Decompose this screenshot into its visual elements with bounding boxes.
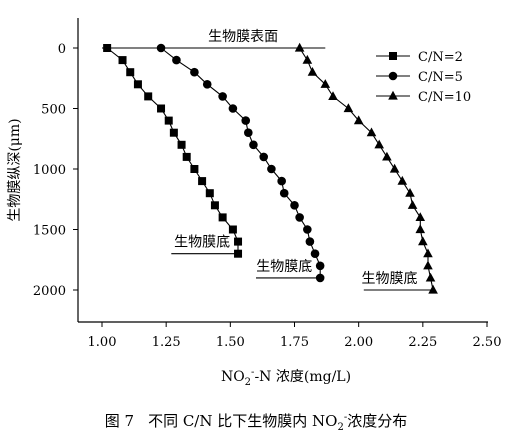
- x-axis-ticks: 1.00 1.25 1.50 1.75 2.00 2.25 2.50: [88, 322, 502, 350]
- legend-marker-circle: [388, 71, 398, 81]
- data-point-triangle: [428, 284, 438, 294]
- data-point-triangle: [307, 67, 318, 76]
- annotation-label: 生物膜底: [361, 271, 417, 287]
- data-point-square: [234, 237, 243, 246]
- data-point-square: [182, 152, 191, 161]
- annotation-label: 生物膜底: [174, 235, 230, 251]
- data-point-circle: [305, 237, 315, 246]
- data-point-triangle: [407, 200, 418, 209]
- data-point-triangle: [418, 236, 428, 246]
- legend-marker-triangle: [388, 90, 398, 100]
- data-point-triangle: [366, 127, 377, 137]
- data-point-circle: [241, 116, 251, 125]
- series-markers: [103, 42, 438, 294]
- data-point-square: [144, 92, 153, 101]
- legend-marker-square: [389, 52, 397, 60]
- y-tick-label: 0: [58, 42, 66, 57]
- data-point-circle: [249, 140, 258, 150]
- data-point-circle: [156, 43, 166, 53]
- annotation-label: 生物膜表面: [208, 29, 278, 45]
- data-point-circle: [279, 188, 289, 198]
- data-point-circle: [172, 55, 181, 65]
- data-point-triangle: [320, 79, 331, 88]
- x-tick-label: 1.50: [216, 335, 245, 350]
- data-point-triangle: [353, 115, 364, 125]
- data-point-square: [228, 225, 237, 234]
- data-point-square: [210, 201, 219, 210]
- data-point-circle: [310, 249, 320, 258]
- data-point-square: [198, 177, 207, 186]
- y-tick-label: 1000: [33, 163, 66, 178]
- annotation-lines: [102, 47, 434, 291]
- data-point-circle: [315, 261, 325, 271]
- data-point-triangle: [328, 91, 338, 100]
- plot-frame: [77, 18, 488, 323]
- data-point-square: [234, 249, 243, 258]
- x-tick-label: 2.50: [473, 335, 502, 350]
- data-point-triangle: [425, 272, 436, 282]
- data-point-triangle: [415, 212, 426, 221]
- data-point-square: [157, 104, 166, 113]
- data-point-triangle: [405, 188, 415, 197]
- data-point-triangle: [423, 248, 433, 258]
- y-axis-ticks: 0 500 1000 1500 2000: [33, 42, 78, 299]
- data-point-square: [126, 68, 135, 77]
- data-point-square: [169, 128, 178, 137]
- data-point-square: [218, 213, 227, 222]
- series-line-3: [299, 47, 434, 291]
- y-tick-label: 2000: [33, 284, 66, 299]
- data-point-circle: [228, 104, 238, 113]
- y-tick-label: 1500: [33, 224, 66, 239]
- x-tick-label: 1.25: [152, 335, 181, 350]
- legend-label: C/N=10: [418, 90, 471, 105]
- annotation-label: 生物膜底: [256, 259, 312, 275]
- legend: C/N=2 C/N=5 C/N=10: [376, 50, 471, 105]
- data-point-triangle: [302, 54, 313, 64]
- legend-label: C/N=5: [418, 70, 463, 85]
- data-point-circle: [244, 128, 253, 137]
- data-point-circle: [267, 164, 276, 174]
- legend-label: C/N=2: [418, 50, 463, 65]
- x-tick-label: 2.00: [344, 335, 373, 350]
- data-point-square: [164, 116, 173, 125]
- figure-caption: 图 7 不同 C/N 比下生物膜内 NO2-浓度分布: [105, 412, 407, 433]
- x-tick-label: 2.25: [408, 335, 437, 350]
- data-point-circle: [202, 80, 212, 89]
- data-point-circle: [259, 152, 269, 162]
- x-tick-label: 1.75: [280, 335, 309, 350]
- data-point-triangle: [389, 163, 400, 173]
- y-tick-label: 500: [41, 103, 66, 118]
- data-point-circle: [315, 273, 325, 283]
- x-axis-title: NO2--N 浓度(mg/L): [221, 367, 351, 388]
- data-point-triangle: [397, 175, 408, 185]
- data-point-square: [205, 189, 214, 198]
- data-point-triangle: [423, 260, 433, 270]
- data-point-circle: [303, 225, 312, 234]
- data-point-circle: [218, 92, 227, 101]
- y-axis-title: 生物膜纵深(μm): [7, 118, 23, 221]
- data-point-circle: [277, 176, 286, 186]
- data-point-square: [103, 44, 112, 52]
- data-point-square: [190, 165, 199, 173]
- data-point-triangle: [374, 139, 384, 149]
- data-point-triangle: [382, 151, 392, 161]
- data-point-square: [133, 80, 142, 89]
- data-point-triangle: [415, 224, 426, 234]
- series-line-1: [106, 47, 239, 254]
- data-point-square: [177, 140, 186, 149]
- data-point-triangle: [343, 103, 354, 113]
- data-point-circle: [295, 213, 304, 222]
- x-tick-label: 1.00: [88, 335, 117, 350]
- data-point-triangle: [294, 42, 305, 52]
- data-point-circle: [290, 201, 299, 210]
- caption-fig-label: 图 7: [105, 412, 134, 430]
- data-point-circle: [190, 67, 199, 77]
- data-point-square: [118, 56, 127, 65]
